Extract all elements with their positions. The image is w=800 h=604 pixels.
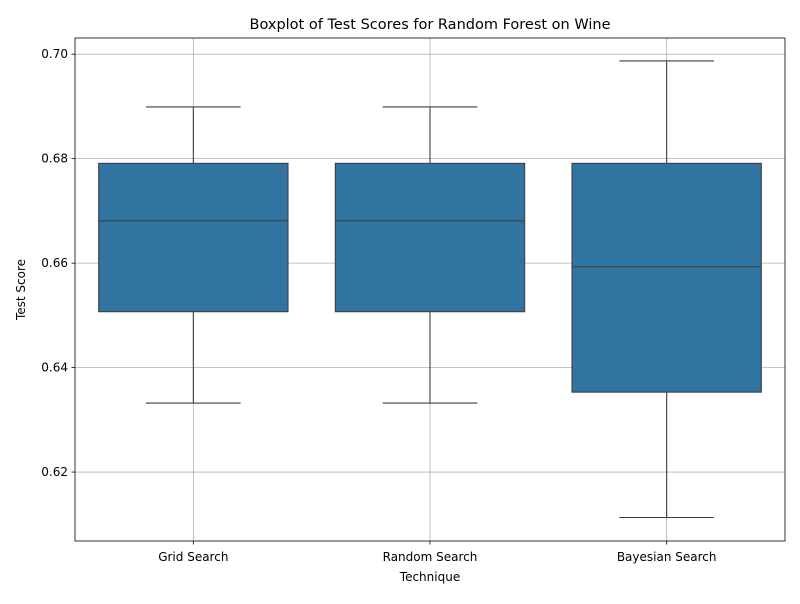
iqr-box [98,162,289,313]
y-axis-ticks: 0.62 0.64 0.66 0.68 0.70 [41,47,75,479]
y-tick-label: 0.62 [41,465,68,479]
x-axis-ticks: Grid Search Random Search Bayesian Search [158,541,716,564]
y-tick-label: 0.64 [41,361,68,375]
box-random-search [334,106,526,404]
box-grid-search [98,106,289,404]
x-tick-label: Random Search [383,550,478,564]
boxes [98,60,762,519]
iqr-box [571,162,762,393]
y-tick-label: 0.68 [41,152,68,166]
x-tick-label: Bayesian Search [617,550,717,564]
box-bayesian-search [571,60,762,519]
y-tick-label: 0.66 [41,256,68,270]
chart-title: Boxplot of Test Scores for Random Forest… [250,17,611,33]
x-tick-label: Grid Search [158,550,228,564]
iqr-box [334,162,526,313]
x-axis-label: Technique [399,570,460,584]
y-axis-label: Test Score [14,259,28,321]
y-tick-label: 0.70 [41,47,68,61]
